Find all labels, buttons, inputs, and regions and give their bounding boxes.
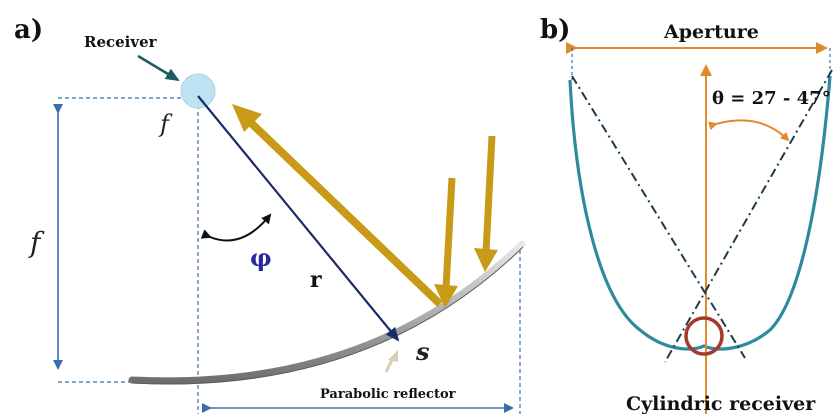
parabolic-reflector-edge	[131, 246, 524, 385]
theta-angle-label: θ = 27 - 47°	[712, 88, 831, 109]
reflected-sun-ray	[232, 104, 443, 307]
acceptance-ray-left	[571, 75, 746, 359]
panel-a-label: a)	[14, 15, 43, 45]
cylindric-receiver-ring	[684, 316, 724, 356]
theta-angle-arc	[708, 119, 790, 142]
parabolic-reflector	[128, 240, 526, 385]
incident-sun-ray-2	[474, 135, 498, 272]
focal-length-label: f	[28, 226, 45, 259]
receiver-circle	[180, 73, 216, 109]
panel-b-label: b)	[540, 15, 570, 45]
radius-vector-r	[197, 95, 400, 342]
phi-angle-label: φ	[250, 243, 272, 272]
aperture-label: Aperture	[663, 21, 759, 43]
focus-point-label: f	[158, 110, 173, 138]
incident-sun-ray-1	[434, 177, 458, 308]
reflector-label: Parabolic reflector	[320, 387, 456, 402]
trough-reflector-profile	[568, 75, 832, 351]
radius-label: r	[310, 267, 322, 293]
receiver-pointer-arrow	[137, 54, 180, 82]
phi-angle-arc	[200, 213, 272, 242]
receiver-label: Receiver	[84, 33, 158, 51]
panel-b: b) Aperture θ = 27 - 47° Cylindric recei…	[540, 15, 833, 414]
surface-point-label: s	[415, 337, 430, 366]
acceptance-ray-right	[664, 69, 833, 363]
reflector-pointer-arrowhead	[388, 350, 398, 362]
cylindric-receiver-label: Cylindric receiver	[626, 393, 816, 414]
panel-a: a) f Receiver f r φ	[14, 15, 526, 414]
